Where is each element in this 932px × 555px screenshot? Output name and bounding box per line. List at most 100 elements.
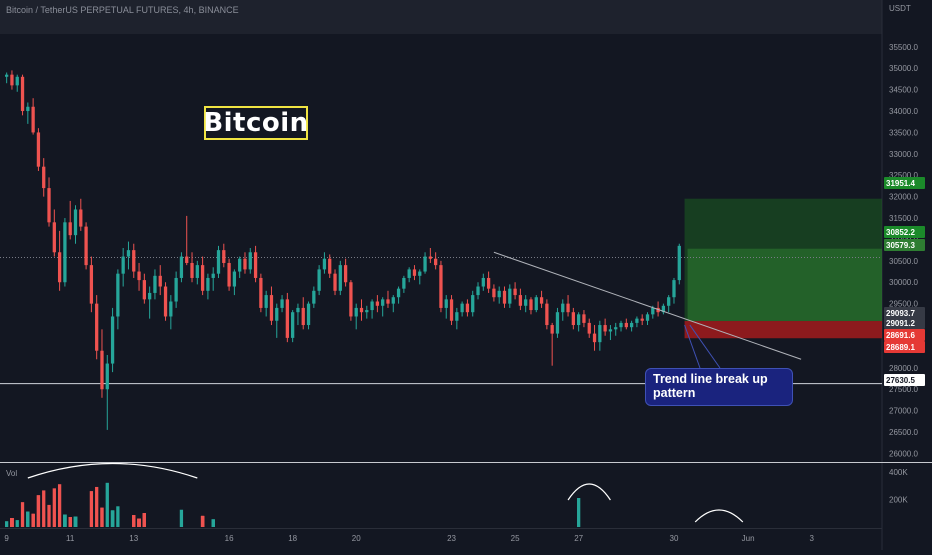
volume-bar: [200, 515, 205, 527]
candle-body: [57, 252, 62, 283]
candle-body: [603, 325, 607, 332]
y-tick-label: 26500.0: [889, 428, 918, 437]
y-tick-label: 34000.0: [889, 107, 918, 116]
volume-label: Vol: [6, 469, 17, 478]
price-tag-label: 28691.6: [886, 331, 915, 340]
candle-body: [185, 256, 189, 263]
candle-body: [449, 299, 454, 321]
y-tick-label: 32000.0: [889, 193, 918, 202]
price-tag: [884, 307, 925, 319]
header-bar: [0, 0, 932, 34]
filled-zone: [687, 248, 882, 322]
candle-body: [354, 307, 358, 317]
candle-body: [534, 297, 538, 311]
candle-body: [481, 277, 485, 287]
callout-pointer: [689, 324, 721, 369]
y-tick-label: 26000.0: [889, 449, 918, 458]
x-tick-label: 27: [574, 534, 583, 543]
candle-body: [651, 307, 655, 315]
candle-body: [95, 303, 99, 351]
candle-body: [428, 256, 432, 259]
trendline: [493, 251, 802, 360]
candle-body: [471, 295, 475, 313]
y-tick-label: 28000.0: [889, 364, 918, 373]
volume-bar: [10, 518, 14, 527]
symbol-header: Bitcoin / TetherUS PERPETUAL FUTURES, 4h…: [6, 5, 239, 15]
x-tick-label: Jun: [742, 534, 755, 543]
volume-bar: [137, 518, 141, 527]
volume-bar: [63, 514, 67, 527]
candle-body: [285, 299, 289, 338]
y-tick-label: 33000.0: [889, 150, 918, 159]
price-tag-label: 30852.2: [886, 228, 915, 237]
callout-pointer: [684, 324, 701, 369]
candle-body: [349, 282, 353, 317]
candle-body: [52, 222, 56, 253]
volume-bar: [116, 506, 120, 527]
candle-body: [418, 271, 422, 276]
price-tag: [884, 177, 925, 189]
candle-body: [312, 290, 316, 304]
candle-body: [100, 350, 104, 390]
volume-bar: [110, 510, 115, 527]
price-tag: [884, 341, 925, 353]
candle-body: [121, 256, 125, 274]
candle-body: [566, 303, 570, 313]
candle-body: [5, 74, 9, 77]
volume-bar: [142, 513, 146, 527]
candle-body: [73, 209, 78, 236]
title-box[interactable]: Bitcoin: [203, 106, 309, 140]
volume-bar: [52, 488, 56, 527]
price-tag-label: 27630.5: [886, 376, 915, 385]
candle-body: [333, 273, 337, 291]
candle-body: [624, 322, 628, 328]
candle-body: [137, 271, 141, 281]
volume-bar: [73, 516, 78, 527]
candle-body: [275, 307, 279, 321]
candle-body: [280, 299, 284, 308]
volume-bar: [36, 495, 41, 527]
candle-body: [232, 271, 237, 287]
candle-body: [291, 312, 295, 338]
y-tick-label: 31500.0: [889, 214, 918, 223]
candle-body: [407, 269, 411, 278]
candle-body: [264, 295, 268, 308]
candle-body: [322, 258, 327, 270]
candle-body: [84, 226, 88, 266]
trendline-callout[interactable]: Trend line break up pattern: [645, 368, 793, 406]
volume-arc: [27, 462, 198, 479]
y-tick-label: 33500.0: [889, 128, 918, 137]
candle-body: [402, 277, 406, 289]
candle-body: [582, 314, 586, 323]
price-tag-label: 31951.4: [886, 179, 915, 188]
x-tick-label: 13: [129, 534, 138, 543]
volume-bar: [68, 517, 72, 527]
candle-body: [110, 316, 115, 364]
candle-body: [243, 258, 247, 270]
volume-bar: [211, 519, 215, 527]
candle-body: [539, 297, 544, 304]
volume-bar: [132, 515, 136, 527]
volume-tick-label: 200K: [889, 495, 908, 504]
candle-body: [259, 277, 263, 308]
x-tick-label: 3: [809, 534, 814, 543]
candle-body: [439, 265, 443, 308]
candle-body: [434, 258, 438, 266]
volume-bar: [26, 511, 30, 527]
x-tick-label: 20: [352, 534, 361, 543]
candle-body: [577, 314, 581, 326]
candle-body: [132, 250, 136, 272]
candle-body: [227, 262, 231, 287]
candle-body: [375, 301, 380, 306]
candle-body: [555, 312, 560, 334]
candle-body: [465, 303, 470, 313]
candle-body: [343, 265, 348, 283]
volume-bar: [5, 521, 9, 527]
candle-body: [365, 310, 369, 313]
candle-body: [561, 303, 565, 313]
candle-body: [587, 322, 591, 334]
candle-body: [486, 277, 491, 289]
candle-body: [163, 286, 168, 317]
